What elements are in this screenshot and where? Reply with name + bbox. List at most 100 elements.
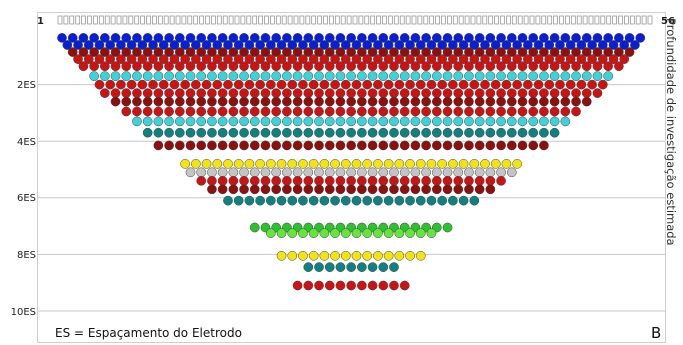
measurement-point <box>426 40 437 50</box>
measurement-point <box>271 96 282 107</box>
measurement-point <box>442 88 453 98</box>
measurement-point <box>496 127 506 138</box>
measurement-point <box>132 47 142 57</box>
electrode-marker <box>618 15 623 25</box>
measurement-point <box>169 79 180 90</box>
measurement-point <box>389 175 399 186</box>
measurement-point <box>239 61 249 72</box>
measurement-point <box>324 140 335 151</box>
electrode-marker <box>104 15 110 25</box>
measurement-point <box>142 96 153 107</box>
measurement-point <box>367 175 378 186</box>
measurement-point <box>282 61 292 72</box>
measurement-point <box>496 175 506 186</box>
measurement-point <box>378 106 389 117</box>
measurement-point <box>544 54 555 64</box>
electrode-row <box>57 15 653 25</box>
measurement-point <box>485 61 496 72</box>
measurement-point <box>474 88 485 98</box>
measurement-point <box>223 195 233 206</box>
measurement-point <box>340 158 351 169</box>
measurement-point <box>303 61 314 72</box>
measurement-point <box>357 47 367 57</box>
measurement-point <box>485 71 496 81</box>
measurement-point <box>314 127 324 138</box>
measurement-point <box>453 33 464 43</box>
measurement-point <box>474 106 485 117</box>
measurement-point <box>292 175 303 186</box>
electrode-marker <box>234 15 240 25</box>
electrode-marker <box>281 15 287 25</box>
measurement-point <box>399 140 410 151</box>
measurement-point <box>453 71 464 81</box>
electrode-marker <box>405 15 411 25</box>
measurement-point <box>453 96 464 107</box>
measurement-point <box>298 40 308 50</box>
electrode-marker <box>582 15 588 25</box>
measurement-point <box>485 106 496 117</box>
measurement-point <box>228 175 239 186</box>
measurement-point <box>405 250 415 261</box>
measurement-point <box>292 280 303 291</box>
measurement-point <box>121 61 132 72</box>
measurement-point <box>314 33 324 43</box>
measurement-point <box>153 140 164 151</box>
measurement-point <box>83 54 94 64</box>
measurement-point <box>442 140 453 151</box>
measurement-point <box>207 71 217 81</box>
electrode-marker <box>69 15 75 25</box>
measurement-point <box>581 88 592 98</box>
measurement-point <box>485 127 496 138</box>
measurement-point <box>314 116 324 127</box>
measurement-point <box>239 96 249 107</box>
measurement-point <box>490 40 501 50</box>
measurement-point <box>282 106 292 117</box>
measurement-point <box>346 88 356 98</box>
measurement-point <box>367 167 378 178</box>
electrode-marker <box>376 15 381 25</box>
measurement-point <box>239 88 249 98</box>
electrode-marker <box>57 15 63 25</box>
measurement-point <box>351 40 362 50</box>
measurement-point <box>399 61 410 72</box>
measurement-point <box>378 116 389 127</box>
measurement-point <box>399 47 410 57</box>
measurement-point <box>517 33 528 43</box>
measurement-point <box>549 88 560 98</box>
measurement-point <box>367 71 378 81</box>
measurement-point <box>292 140 303 151</box>
measurement-point <box>555 40 565 50</box>
measurement-point <box>265 40 276 50</box>
electrode-marker <box>411 15 417 25</box>
measurement-point <box>528 140 539 151</box>
measurement-point <box>174 127 185 138</box>
measurement-point <box>314 96 324 107</box>
measurement-point <box>389 184 399 195</box>
measurement-point <box>276 158 287 169</box>
measurement-point <box>496 47 506 57</box>
measurement-point <box>464 184 474 195</box>
measurement-point <box>153 127 164 138</box>
measurement-point <box>405 40 415 50</box>
electrode-marker <box>252 15 258 25</box>
measurement-point <box>196 88 207 98</box>
measurement-point <box>394 54 405 64</box>
measurement-point <box>399 96 410 107</box>
measurement-point <box>373 250 383 261</box>
measurement-point <box>389 47 399 57</box>
measurement-point <box>255 158 265 169</box>
measurement-point <box>383 79 394 90</box>
pseudosection-points <box>57 33 646 291</box>
measurement-point <box>389 280 399 291</box>
measurement-point <box>314 47 324 57</box>
measurement-point <box>448 54 458 64</box>
measurement-point <box>153 61 164 72</box>
measurement-point <box>249 140 260 151</box>
measurement-point <box>624 47 635 57</box>
electrode-marker <box>175 15 181 25</box>
measurement-point <box>249 71 260 81</box>
electrode-marker <box>270 15 275 25</box>
measurement-point <box>185 167 196 178</box>
measurement-point <box>614 33 624 43</box>
measurement-point <box>314 184 324 195</box>
